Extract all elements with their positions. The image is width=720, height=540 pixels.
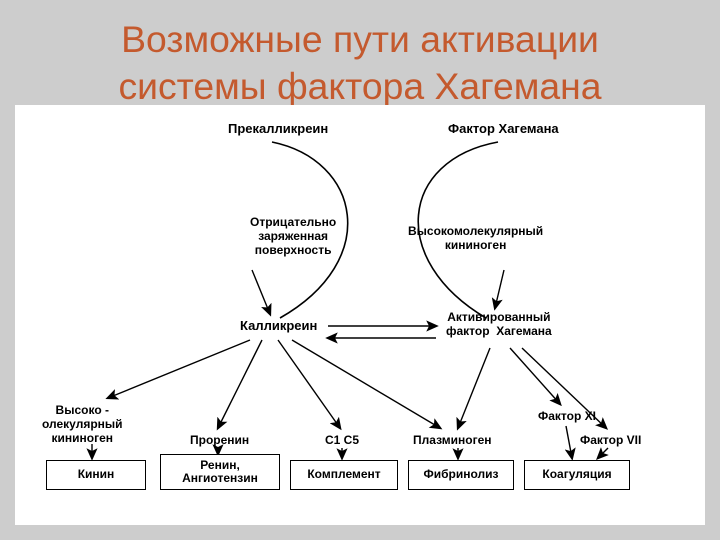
box-coagulation: Коагуляция <box>524 460 630 490</box>
label-factor-vii: Фактор VII <box>580 434 641 448</box>
arrow-kall-to-hmwk <box>108 340 250 398</box>
box-fibrinolysis: Фибринолиз <box>408 460 514 490</box>
box-complement: Комплемент <box>290 460 398 490</box>
label-neg-surface: Отрицательно заряженная поверхность <box>250 216 336 257</box>
arrow-kall-to-c1c5 <box>278 340 340 428</box>
arrow-fxi-to-coag <box>566 426 572 458</box>
arrow-fvii-to-coag <box>598 448 608 458</box>
label-hmw-kininogen-center: Высокомолекулярный кининоген <box>408 225 543 253</box>
arrow-right-down-to-act <box>495 270 504 308</box>
label-factor-xi: Фактор XI <box>538 410 596 424</box>
label-kallikrein: Калликреин <box>240 319 317 334</box>
arrow-kall-to-prorenin <box>218 340 262 428</box>
label-activated-hageman: Активированный фактор Хагемана <box>446 311 552 339</box>
label-prorenin: Проренин <box>190 434 249 448</box>
arrow-left-down-to-kallikrein <box>252 270 270 314</box>
arrow-act-to-fxi <box>510 348 560 404</box>
box-kinin: Кинин <box>46 460 146 490</box>
label-prekallikrein: Прекалликреин <box>228 122 328 137</box>
label-hmw-kininogen-left: Высоко - олекулярный кининоген <box>42 404 123 445</box>
arrow-kall-to-plasmin <box>292 340 440 428</box>
label-plasminogen: Плазминоген <box>413 434 492 448</box>
box-renin-ang: Ренин, Ангиотензин <box>160 454 280 490</box>
label-c1c5: С1 С5 <box>325 434 359 448</box>
diagram-svg <box>0 0 720 540</box>
arrow-act-to-plasmin <box>458 348 490 428</box>
label-hageman-factor: Фактор Хагемана <box>448 122 559 137</box>
